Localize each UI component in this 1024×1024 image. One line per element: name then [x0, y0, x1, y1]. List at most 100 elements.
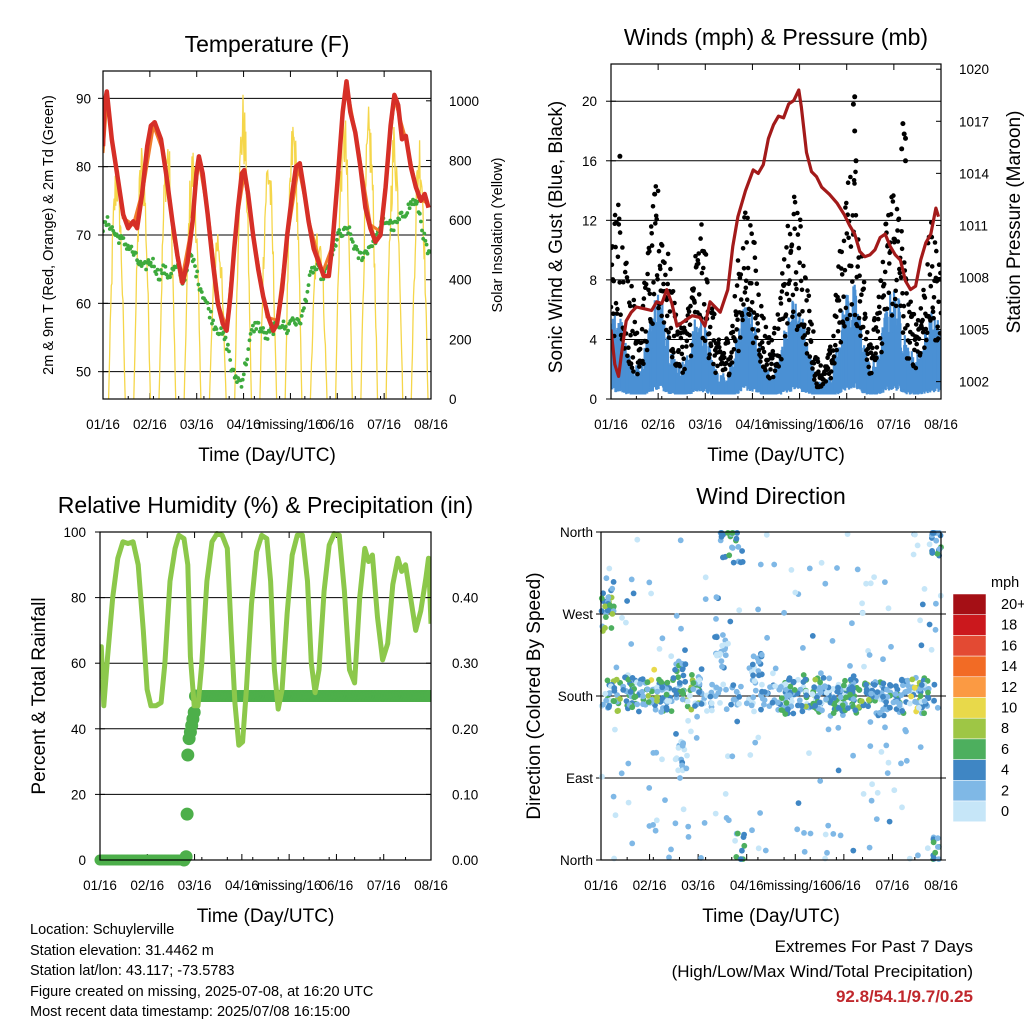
direction-point [878, 749, 885, 755]
direction-point [792, 589, 799, 596]
gust-point [693, 253, 698, 259]
precip-point [187, 705, 201, 719]
gust-extreme-point [899, 146, 905, 152]
direction-point [858, 698, 865, 704]
direction-point [603, 614, 609, 620]
direction-point [796, 697, 803, 704]
direction-point [755, 734, 762, 741]
gust-point [699, 270, 705, 276]
direction-point [863, 686, 870, 693]
gust-point [767, 375, 772, 381]
gust-point [698, 236, 703, 241]
gust-point [754, 335, 759, 340]
gust-point [689, 343, 694, 348]
dewpoint-point [307, 273, 312, 277]
direction-point [713, 684, 720, 691]
gust-point [755, 321, 760, 326]
gust-point [759, 340, 765, 345]
direction-point [783, 700, 790, 706]
gust-point [740, 246, 746, 251]
gust-point [716, 337, 722, 343]
direction-point [634, 701, 641, 708]
gust-point [848, 174, 853, 180]
direction-point [852, 707, 859, 713]
direction-point [778, 684, 784, 690]
gust-point [653, 221, 658, 226]
gust-point [797, 260, 802, 266]
direction-point [835, 767, 842, 774]
direction-point [606, 690, 613, 696]
dewpoint-point [135, 258, 140, 263]
gust-point [778, 295, 783, 301]
direction-point [761, 697, 768, 703]
direction-point [772, 665, 779, 672]
gust-point [770, 374, 776, 380]
gust-point [843, 305, 849, 311]
direction-point [830, 831, 837, 837]
direction-point [668, 846, 674, 853]
direction-point [932, 849, 939, 856]
direction-point [874, 789, 881, 796]
gust-point [764, 362, 770, 367]
gust-point [778, 301, 784, 306]
direction-point [663, 704, 670, 711]
direction-point [803, 692, 810, 699]
direction-point [822, 831, 829, 838]
winds-xtick-label: 08/16 [924, 417, 958, 432]
gust-point [927, 272, 933, 277]
gust-point [639, 326, 645, 332]
gust-point [827, 350, 833, 356]
legend-label: 6 [1001, 742, 1009, 758]
direction-point [656, 646, 663, 652]
gust-point [818, 363, 823, 368]
direction-point [599, 773, 605, 780]
direction-point [882, 724, 888, 731]
direction-point [611, 685, 618, 691]
dewpoint-point [227, 349, 231, 354]
gust-point [666, 330, 671, 335]
legend-swatch [952, 614, 987, 636]
temperature-xtick-label: 06/16 [320, 417, 354, 432]
dewpoint-point [305, 289, 310, 294]
temperature-y2tick-label: 0 [449, 392, 457, 407]
direction-point [786, 675, 793, 682]
direction-point [725, 753, 731, 760]
gust-point [733, 309, 738, 314]
gust-point [884, 306, 890, 312]
direction-point [908, 693, 914, 700]
gust-point [688, 353, 694, 359]
gust-point [883, 221, 889, 227]
gust-point [723, 360, 729, 366]
dewpoint-point [397, 217, 402, 222]
direction-point [730, 696, 737, 703]
direction-point [668, 708, 675, 714]
direction-point [885, 605, 892, 612]
direction-point [921, 586, 928, 592]
gust-point [670, 289, 676, 294]
direction-point [892, 691, 899, 697]
gust-point [727, 371, 732, 377]
direction-point [880, 680, 887, 687]
gust-point [812, 377, 817, 382]
temperature-xtick-label: 07/16 [367, 417, 401, 432]
gust-point [923, 326, 929, 332]
direction-xtick-label: 01/16 [584, 878, 618, 893]
direction-point [894, 686, 901, 693]
direction-point [696, 677, 703, 683]
direction-point [837, 832, 844, 839]
gust-point [895, 228, 900, 233]
direction-point [602, 690, 609, 697]
direction-point [801, 848, 808, 855]
direction-point [610, 579, 617, 585]
gust-point [771, 352, 776, 358]
direction-point [844, 531, 851, 537]
direction-point [823, 696, 829, 703]
gust-point [740, 317, 745, 323]
gust-point [763, 324, 769, 330]
dewpoint-point [198, 287, 203, 291]
direction-point [751, 678, 758, 684]
gust-point [749, 300, 755, 305]
legend-swatch [952, 759, 987, 781]
gust-point [725, 340, 731, 345]
gust-point [902, 260, 907, 265]
